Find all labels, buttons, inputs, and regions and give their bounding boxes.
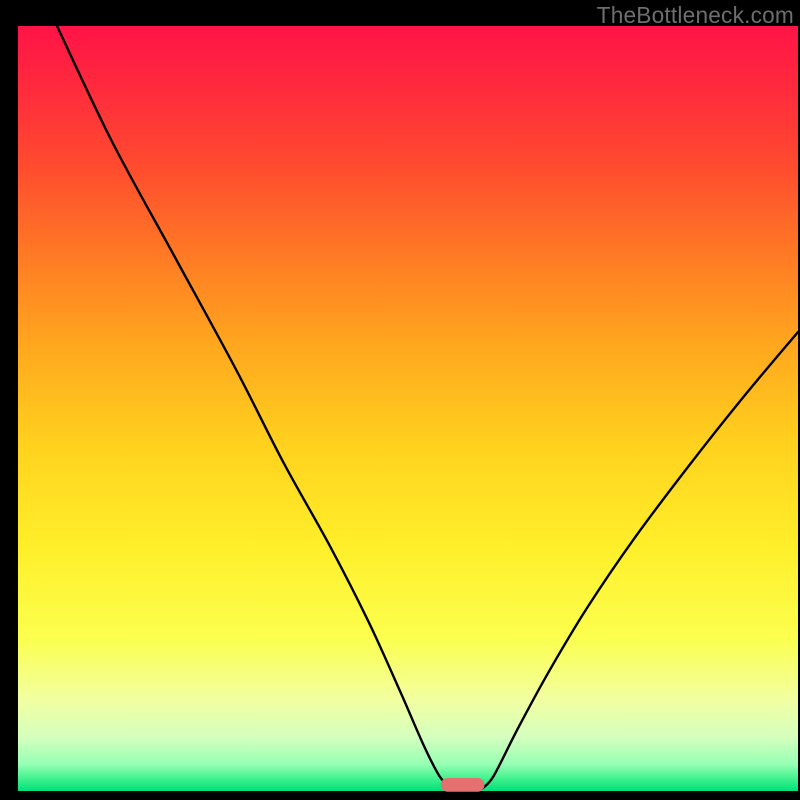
- plot-area: [0, 0, 800, 800]
- optimum-marker: [441, 778, 485, 792]
- chart-root: TheBottleneck.com: [0, 0, 800, 800]
- bottleneck-curve-chart: [0, 0, 800, 800]
- watermark-label: TheBottleneck.com: [597, 2, 794, 29]
- gradient-background: [18, 26, 798, 791]
